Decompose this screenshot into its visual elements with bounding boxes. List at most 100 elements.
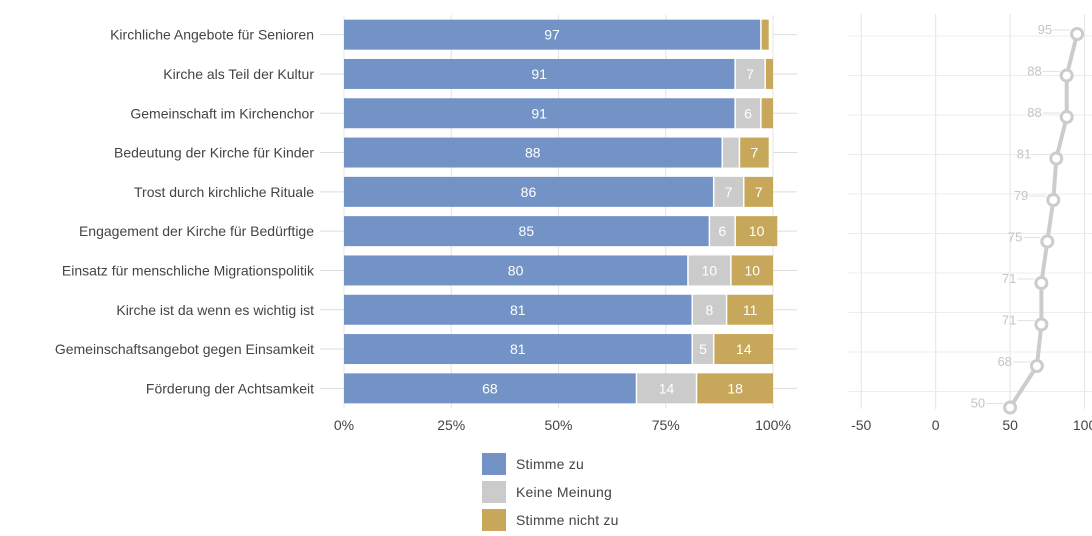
- bar-value-label: 91: [531, 105, 547, 121]
- bar-value-label: 86: [521, 184, 537, 200]
- bar-segment: [344, 255, 688, 286]
- bar-segment: [761, 19, 769, 50]
- bar-value-label: 7: [755, 184, 763, 200]
- legend-label: Stimme zu: [516, 456, 584, 472]
- bar-value-label: 10: [749, 223, 765, 239]
- x-tick-label: 50%: [544, 417, 572, 433]
- bar-segment: [344, 334, 692, 365]
- bar-segment: [735, 98, 761, 129]
- category-label: Kirche als Teil der Kultur: [163, 66, 314, 82]
- bar-segment: [692, 294, 726, 325]
- bar-segment: [344, 216, 709, 247]
- bar-value-label: 5: [699, 341, 707, 357]
- bar-value-label: 8: [706, 302, 714, 318]
- line-value-label: 88: [1027, 64, 1041, 79]
- line-value-label: 75: [1008, 230, 1022, 245]
- bar-segment: [727, 294, 773, 325]
- bar-value-label: 10: [702, 262, 718, 278]
- bar-segment: [710, 216, 735, 247]
- bar-value-label: 6: [744, 105, 752, 121]
- line-point: [1046, 193, 1061, 207]
- bar-segment: [692, 334, 713, 365]
- legend-item: Stimme nicht zu: [482, 509, 619, 531]
- category-label: Gemeinschaft im Kirchenchor: [130, 105, 314, 121]
- line-point: [1040, 234, 1055, 249]
- bar-segment: [744, 176, 773, 207]
- bar-value-label: 6: [718, 223, 726, 239]
- line-point: [1029, 359, 1044, 373]
- bar-segment: [344, 373, 636, 404]
- line-value-label: 71: [1002, 271, 1016, 286]
- x-tick-label: 100%: [755, 417, 791, 433]
- line-x-tick-label: 0: [932, 417, 940, 433]
- bar-segment: [714, 176, 743, 207]
- x-tick-label: 0%: [334, 417, 354, 433]
- bar-segment: [731, 255, 773, 286]
- bar-segment: [761, 98, 773, 129]
- line-x-tick-label: 50: [1002, 417, 1018, 433]
- legend-label: Stimme nicht zu: [516, 512, 619, 528]
- bar-value-label: 68: [482, 380, 498, 396]
- bar-segment: [723, 137, 739, 168]
- line-x-tick-label: -50: [851, 417, 871, 433]
- line-point: [1059, 68, 1074, 83]
- category-label: Einsatz für menschliche Migrationspoliti…: [62, 262, 315, 278]
- bar-segment: [344, 137, 722, 168]
- category-label: Gemeinschaftsangebot gegen Einsamkeit: [55, 341, 314, 357]
- bar-value-label: 88: [525, 145, 541, 161]
- legend-swatch: [482, 509, 506, 531]
- bar-segment: [344, 176, 713, 207]
- bar-segment: [637, 373, 696, 404]
- line-x-tick-label: 100: [1073, 417, 1092, 433]
- line-point: [1003, 400, 1018, 415]
- category-label: Trost durch kirchliche Rituale: [134, 184, 314, 200]
- bar-value-label: 91: [531, 66, 547, 82]
- line-value-label: 50: [971, 396, 985, 411]
- line-value-label: 81: [1017, 147, 1031, 162]
- bar-segment: [344, 19, 761, 50]
- bar-value-label: 10: [745, 262, 761, 278]
- line-point: [1070, 27, 1085, 41]
- bar-value-label: 7: [746, 66, 754, 82]
- legend-label: Keine Meinung: [516, 484, 612, 500]
- line-point: [1059, 110, 1074, 124]
- category-label: Förderung der Achtsamkeit: [146, 380, 314, 396]
- bar-segment: [697, 373, 773, 404]
- bar-value-label: 81: [510, 302, 526, 318]
- bar-value-label: 14: [736, 341, 752, 357]
- x-tick-label: 75%: [652, 417, 680, 433]
- line-series: [1008, 33, 1080, 409]
- line-point: [1034, 317, 1049, 332]
- bar-value-label: 97: [544, 27, 560, 43]
- legend-item: Stimme zu: [482, 453, 584, 475]
- bar-value-label: 14: [659, 380, 675, 396]
- bar-value-label: 85: [519, 223, 535, 239]
- legend-item: Keine Meinung: [482, 481, 612, 503]
- bar-value-label: 80: [508, 262, 524, 278]
- bar-value-label: 7: [725, 184, 733, 200]
- bar-value-label: 18: [727, 380, 743, 396]
- line-point: [1034, 276, 1049, 290]
- bar-segment: [344, 58, 735, 89]
- bar-segment: [735, 216, 778, 247]
- line-value-label: 71: [1002, 313, 1016, 328]
- bar-segment: [344, 294, 692, 325]
- category-label: Bedeutung der Kirche für Kinder: [114, 145, 314, 161]
- line-value-label: 79: [1014, 188, 1028, 203]
- category-label: Kirche ist da wenn es wichtig ist: [116, 302, 314, 318]
- legend-swatch: [482, 481, 506, 503]
- bar-value-label: 7: [751, 145, 759, 161]
- bar-value-label: 81: [510, 341, 526, 357]
- category-label: Engagement der Kirche für Bedürftige: [79, 223, 314, 239]
- line-point: [1049, 151, 1064, 166]
- bar-segment: [735, 58, 765, 89]
- x-tick-label: 25%: [437, 417, 465, 433]
- bar-value-label: 11: [743, 302, 758, 318]
- bar-segment: [714, 334, 773, 365]
- bar-segment: [765, 58, 773, 89]
- bar-segment: [344, 98, 735, 129]
- category-label: Kirchliche Angebote für Senioren: [110, 27, 314, 43]
- line-value-label: 88: [1027, 105, 1041, 120]
